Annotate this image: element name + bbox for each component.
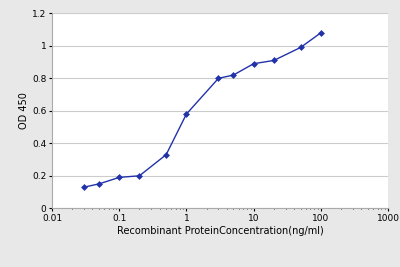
X-axis label: Recombinant ProteinConcentration(ng/ml): Recombinant ProteinConcentration(ng/ml) [117,226,323,235]
Y-axis label: OD 450: OD 450 [19,92,29,129]
